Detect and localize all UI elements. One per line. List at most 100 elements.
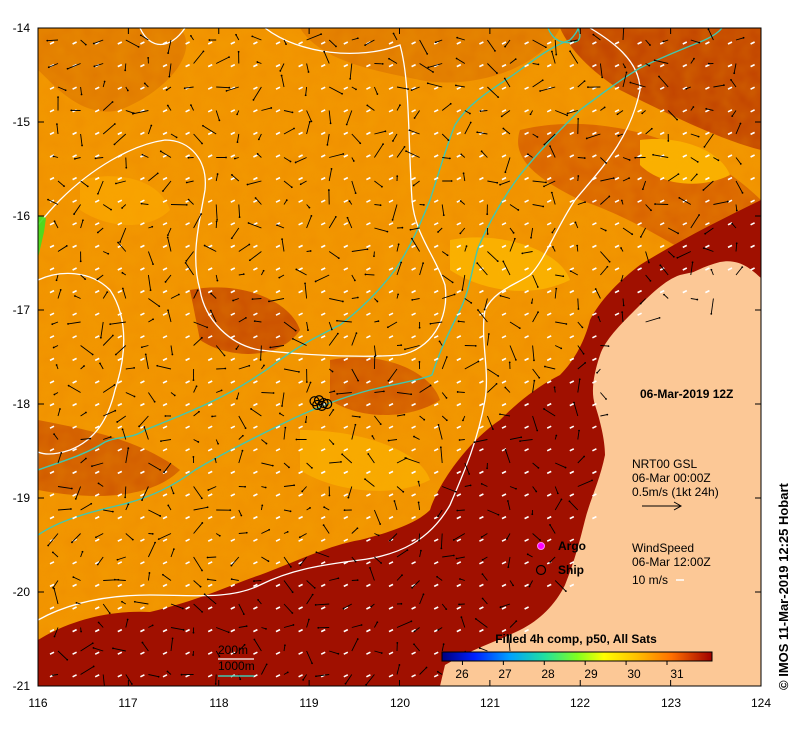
current-arrow-head [733,72,735,74]
current-arrow-head [263,365,265,367]
current-arrow-head [332,443,334,445]
current-arrow-head [315,551,317,553]
current-arrow-head [115,183,117,185]
current-arrow-head [112,511,114,513]
current-arrow-head [201,143,203,145]
current-arrow-head [210,310,212,312]
current-arrow-head [380,423,382,425]
current-arrow-head [565,323,567,325]
current-arrow-head [91,465,93,467]
current-arrow-head [355,88,357,90]
current-arrow-head [109,612,111,614]
current-arrow-head [46,40,48,42]
current-arrow-head [253,99,255,101]
current-arrow-head [60,289,62,291]
argo-marker [538,543,545,550]
current-arrow-head [476,262,478,264]
current-arrow-head [481,536,483,538]
current-arrow [600,346,608,347]
current-arrow-head [208,39,210,41]
current-arrow-head [336,320,338,322]
current-arrow-head [456,510,458,512]
current-arrow-head [53,347,55,349]
current-arrow-head [154,401,156,403]
current-arrow-head [272,465,274,467]
current-arrow-head [486,213,488,215]
current-arrow [457,510,465,511]
lon-tick-118: 118 [209,696,228,710]
current-arrow-head [514,238,516,240]
current-arrow-head [309,507,311,509]
current-arrow-head [608,196,610,198]
current-arrow-head [741,266,743,268]
current-arrow-head [188,199,190,201]
current-arrow-head [231,174,233,176]
current-arrow-head [697,161,699,163]
current-arrow-head [234,158,236,160]
current-arrow-head [89,438,91,440]
current-arrow-head [371,435,373,437]
colorbar-tick-29: 29 [584,667,598,681]
current-arrow-head [273,392,275,394]
current-arrow-head [354,424,356,426]
current-arrow [253,299,262,300]
current-arrow-head [411,89,413,91]
current-arrow-head [413,185,415,187]
current-arrow-head [201,337,203,339]
current-arrow-head [167,309,169,311]
current-arrow-head [138,425,140,427]
current-arrow-head [613,177,615,179]
current-arrow-head [152,624,154,626]
current-arrow-head [340,461,342,463]
current-arrow-head [290,566,292,568]
argo-label: Argo [558,539,586,553]
current-arrow-head [305,421,307,423]
current-arrow-head [543,144,545,146]
current-arrow-head [703,247,705,249]
current-arrow-head [333,390,335,392]
current-arrow-head [317,627,319,629]
current-arrow-head [629,82,631,84]
current-arrow-head [353,160,355,162]
current-arrow-head [379,523,381,525]
current-arrow-head [459,578,461,580]
current-arrow-head [117,242,119,244]
current-arrow-head [659,317,661,319]
current-arrow-head [150,125,152,127]
current-arrow-head [255,197,257,199]
current-arrow-head [323,506,325,508]
lat-tick-14: -14 [13,21,31,35]
current-arrow-head [140,34,142,36]
current-arrow-head [567,112,569,114]
current-arrow-head [144,83,146,85]
current-arrow-head [542,79,544,81]
current-arrow-head [621,200,623,202]
lon-tick-122: 122 [570,696,590,710]
current-arrow-head [70,508,72,510]
current-arrow-head [117,559,119,561]
current-arrow-head [141,203,143,205]
current-arrow-head [693,58,695,60]
lat-tick-20: -20 [13,585,31,599]
current-arrow-head [134,396,136,398]
current-arrow-head [409,129,411,131]
current-arrow-head [190,104,192,106]
current-arrow [125,64,126,71]
current-arrow-head [308,71,310,73]
current-arrow-head [705,108,707,110]
current-arrow-head [470,122,472,124]
current-arrow-head [482,598,484,600]
current-arrow-head [576,245,578,247]
current-arrow-head [468,473,470,475]
current-arrow-head [346,124,348,126]
current-arrow-head [97,193,99,195]
current-arrow-head [231,237,233,239]
current-arrow-head [141,346,143,348]
current-arrow-head [291,186,293,188]
current-arrow-head [497,375,499,377]
current-arrow-head [110,209,112,211]
current-arrow-head [256,61,258,63]
isobath-200m-label: 200m [218,643,248,657]
current-arrow-head [494,50,496,52]
current-arrow-head [499,184,501,186]
